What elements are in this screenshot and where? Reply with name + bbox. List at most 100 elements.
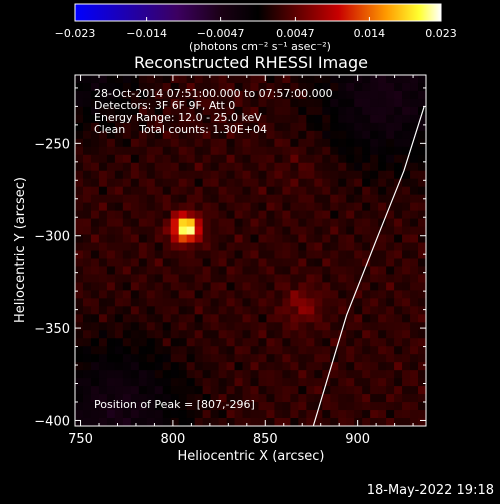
heatmap-cell bbox=[282, 402, 291, 411]
x-tick-label: 900 bbox=[345, 432, 370, 447]
heatmap-cell bbox=[90, 322, 100, 331]
y-tick-label: −400 bbox=[34, 414, 70, 429]
heatmap-cell bbox=[346, 154, 355, 164]
heatmap-cell bbox=[202, 330, 212, 339]
heatmap-cell bbox=[178, 314, 188, 323]
heatmap-cell bbox=[114, 210, 124, 220]
heatmap-cell bbox=[106, 106, 116, 116]
heatmap-cell bbox=[394, 154, 403, 164]
heatmap-cell bbox=[346, 170, 355, 180]
heatmap-cell bbox=[250, 186, 260, 196]
time-range-text: 28-Oct-2014 07:51:00.000 to 07:57:00.000 bbox=[94, 87, 333, 100]
clean-counts-text: Clean Total counts: 1.30E+04 bbox=[94, 123, 267, 136]
heatmap-cell bbox=[282, 250, 291, 260]
heatmap-cell bbox=[146, 354, 156, 363]
heatmap-cell bbox=[338, 346, 347, 355]
heatmap-cell bbox=[274, 194, 284, 204]
heatmap-cell bbox=[402, 234, 411, 244]
heatmap-cell bbox=[106, 266, 116, 276]
heatmap-cell bbox=[290, 90, 299, 100]
heatmap-cell bbox=[138, 162, 148, 172]
heatmap-cell bbox=[106, 122, 116, 132]
heatmap-cell bbox=[274, 330, 284, 339]
heatmap-cell bbox=[90, 202, 100, 212]
heatmap-cell bbox=[106, 282, 116, 291]
heatmap-cell bbox=[274, 226, 284, 236]
heatmap-cell bbox=[338, 298, 347, 307]
heatmap-cell bbox=[162, 218, 172, 228]
heatmap-cell bbox=[266, 266, 276, 276]
heatmap-cell bbox=[146, 386, 156, 395]
heatmap-cell bbox=[394, 370, 403, 379]
heatmap-cell bbox=[146, 322, 156, 331]
heatmap-cell bbox=[394, 282, 403, 291]
heatmap-cell bbox=[378, 418, 387, 426]
heatmap-cell bbox=[178, 346, 188, 355]
heatmap-cell bbox=[266, 314, 276, 323]
heatmap-cell bbox=[82, 330, 92, 339]
heatmap-cell bbox=[346, 218, 355, 228]
heatmap-cell bbox=[322, 394, 331, 403]
heatmap-cell bbox=[378, 90, 387, 100]
heatmap-cell bbox=[210, 154, 220, 164]
heatmap-cell bbox=[202, 282, 212, 291]
heatmap-cell bbox=[322, 418, 331, 426]
heatmap-cell bbox=[290, 266, 299, 276]
heatmap-cell bbox=[258, 98, 268, 108]
heatmap-cell bbox=[138, 370, 148, 379]
heatmap-cell bbox=[402, 226, 411, 236]
heatmap-cell bbox=[258, 226, 268, 236]
heatmap-cell bbox=[130, 370, 140, 379]
heatmap-cell bbox=[346, 250, 355, 260]
heatmap-cell bbox=[386, 146, 395, 156]
heatmap-cell bbox=[202, 314, 212, 323]
heatmap-cell bbox=[402, 338, 411, 347]
heatmap-cell bbox=[290, 98, 299, 108]
heatmap-cell bbox=[130, 218, 140, 228]
heatmap-cell bbox=[354, 210, 363, 220]
heatmap-cell bbox=[354, 314, 363, 323]
heatmap-cell bbox=[298, 298, 307, 307]
heatmap-cell bbox=[370, 394, 379, 403]
heatmap-cell bbox=[346, 386, 355, 395]
heatmap-cell bbox=[362, 266, 371, 276]
heatmap-cell bbox=[402, 386, 411, 395]
heatmap-cell bbox=[170, 354, 180, 363]
heatmap-cell bbox=[274, 75, 284, 84]
heatmap-cell bbox=[258, 298, 268, 307]
heatmap-cell bbox=[194, 402, 204, 411]
heatmap-cell bbox=[306, 178, 315, 188]
heatmap-cell bbox=[274, 314, 284, 323]
heatmap-cell bbox=[242, 186, 252, 196]
heatmap-cell bbox=[82, 130, 92, 140]
heatmap-cell bbox=[354, 258, 363, 268]
heatmap-cell bbox=[386, 82, 395, 92]
heatmap-cell bbox=[250, 242, 260, 252]
heatmap-cell bbox=[82, 290, 92, 299]
heatmap-cell bbox=[154, 258, 164, 268]
heatmap-cell bbox=[226, 258, 236, 268]
heatmap-cell bbox=[170, 106, 180, 116]
heatmap-cell bbox=[402, 130, 411, 140]
heatmap-cell bbox=[178, 306, 188, 315]
heatmap-cell bbox=[90, 122, 100, 132]
heatmap-cell bbox=[410, 370, 419, 379]
heatmap-cell bbox=[338, 146, 347, 156]
heatmap-cell bbox=[410, 106, 419, 116]
heatmap-cell bbox=[290, 258, 299, 268]
heatmap-cell bbox=[202, 106, 212, 116]
heatmap-cell bbox=[75, 98, 84, 108]
heatmap-cell bbox=[98, 258, 108, 268]
heatmap-cell bbox=[170, 234, 180, 244]
heatmap-cell bbox=[298, 98, 307, 108]
heatmap-cell bbox=[242, 362, 252, 371]
heatmap-cell bbox=[162, 226, 172, 236]
heatmap-cell bbox=[290, 322, 299, 331]
colorbar bbox=[74, 3, 442, 22]
heatmap-cell bbox=[386, 346, 395, 355]
heatmap-cell bbox=[370, 338, 379, 347]
heatmap-cell bbox=[82, 250, 92, 260]
heatmap-cell bbox=[194, 250, 204, 260]
heatmap-cell bbox=[202, 354, 212, 363]
heatmap-cell bbox=[306, 362, 315, 371]
